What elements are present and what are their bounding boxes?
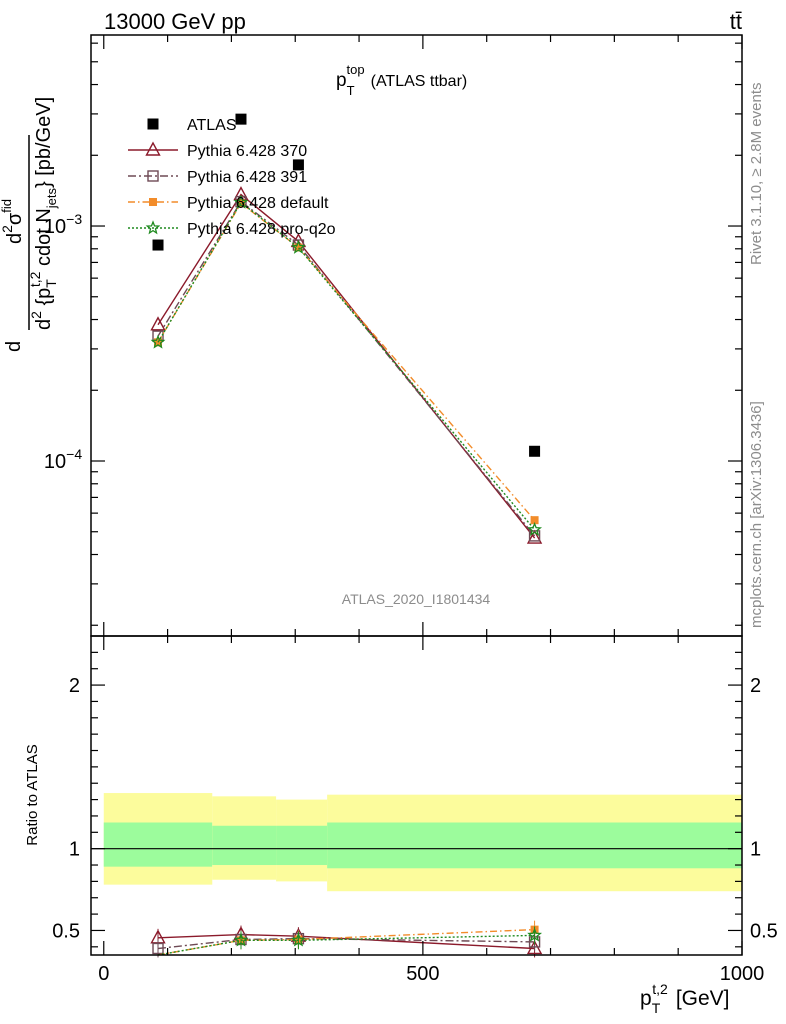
axis-ticks: 0 500 1000 10−4 10−3 10−2 0.5 0.5 1 1 2 2 [44,0,778,985]
x-tick-label: 0 [98,963,109,985]
series-point [528,530,541,542]
series-line [157,200,536,537]
ratio-band-inner [212,825,277,866]
legend-label: Pythia 6.428 pro-q2o [187,221,336,238]
legend-marker [149,198,157,206]
series-point [150,316,166,331]
ratio-uncertainty-bands [91,793,742,892]
plot-title: pTtop(ATLAS ttbar) [336,62,467,98]
series-point [290,239,306,254]
ratio-series-line [157,928,535,956]
legend-label: Pythia 6.428 370 [187,143,307,160]
x-tick-label: 1000 [720,963,765,985]
legend-marker [147,170,159,182]
svg-text:d2 {pTt,2 cdot Njets} [pb/GeV]: d2 {pTt,2 cdot Njets} [pb/GeV] [27,97,59,330]
legend: ATLAS Pythia 6.428 370 Pythia 6.428 391 Pyt… [128,117,336,238]
svg-text:d2σfid: d2σfid [0,199,26,244]
series-point [526,529,543,544]
data-point [529,445,541,457]
main-y-axis-label: d2 {pTt,2 cdot Njets} [pb/GeV] d2σfid d [0,97,59,352]
series-line [157,201,536,531]
ratio-tick-label-right: 0.5 [750,920,778,942]
data-point [152,239,164,251]
ratio-y-axis-label: Ratio to ATLAS [24,744,41,845]
y-tick-label: 10−3 [44,211,82,238]
process-label: tt̄ [730,9,742,34]
series-point [530,516,539,525]
y-tick-exponent: −3 [66,211,82,227]
y-tick-exponent: −4 [66,446,82,462]
series-point [150,334,166,349]
y-tick-label: 10−4 [44,446,82,473]
y-tick-label: 10−2 [44,0,82,3]
ratio-series-line [157,934,535,956]
ratio-band-inner [103,822,213,867]
ratio-series-point [233,932,249,947]
rivet-label: Rivet 3.1.10, ≥ 2.8M events [748,83,765,266]
legend-marker [147,118,159,130]
ratio-tick-label-right: 1 [750,839,761,861]
ratio-tick-label-left: 1 [69,839,80,861]
legend-label: ATLAS [187,117,237,134]
ratio-series-line [157,933,535,950]
series-line [157,202,536,521]
x-tick-label: 500 [406,963,439,985]
ratio-series-point [290,932,306,947]
mcplots-label: mcplots.cern.ch [arXiv:1306.3436] [748,401,765,628]
x-axis-label: pTt,2 [GeV] [640,981,730,1016]
ratio-series-layer [150,920,543,958]
ratio-band-inner [327,822,742,869]
ratio-tick-label-left: 2 [69,675,80,697]
ratio-series-point [527,927,543,942]
beam-label: 13000 GeV pp [104,9,246,34]
ratio-tick-label-left: 0.5 [52,920,80,942]
ratio-tick-label-right: 2 [750,675,761,697]
legend-label: Pythia 6.428 default [187,195,329,212]
data-point [235,113,247,125]
series-line [157,193,536,539]
legend-marker [145,141,161,156]
ratio-plot-frame [90,635,743,956]
series-point [233,194,249,209]
analysis-id: ATLAS_2020_I1801434 [342,591,491,607]
legend-marker [145,220,161,235]
ratio-series-point [152,942,164,955]
series-point [294,243,303,252]
ratio-series-line [157,937,535,950]
series-point [527,521,543,537]
svg-text:d: d [3,341,25,352]
ratio-band-inner [276,825,328,866]
data-point [292,159,304,171]
legend-label: Pythia 6.428 391 [187,169,307,186]
series-layer [150,113,543,544]
